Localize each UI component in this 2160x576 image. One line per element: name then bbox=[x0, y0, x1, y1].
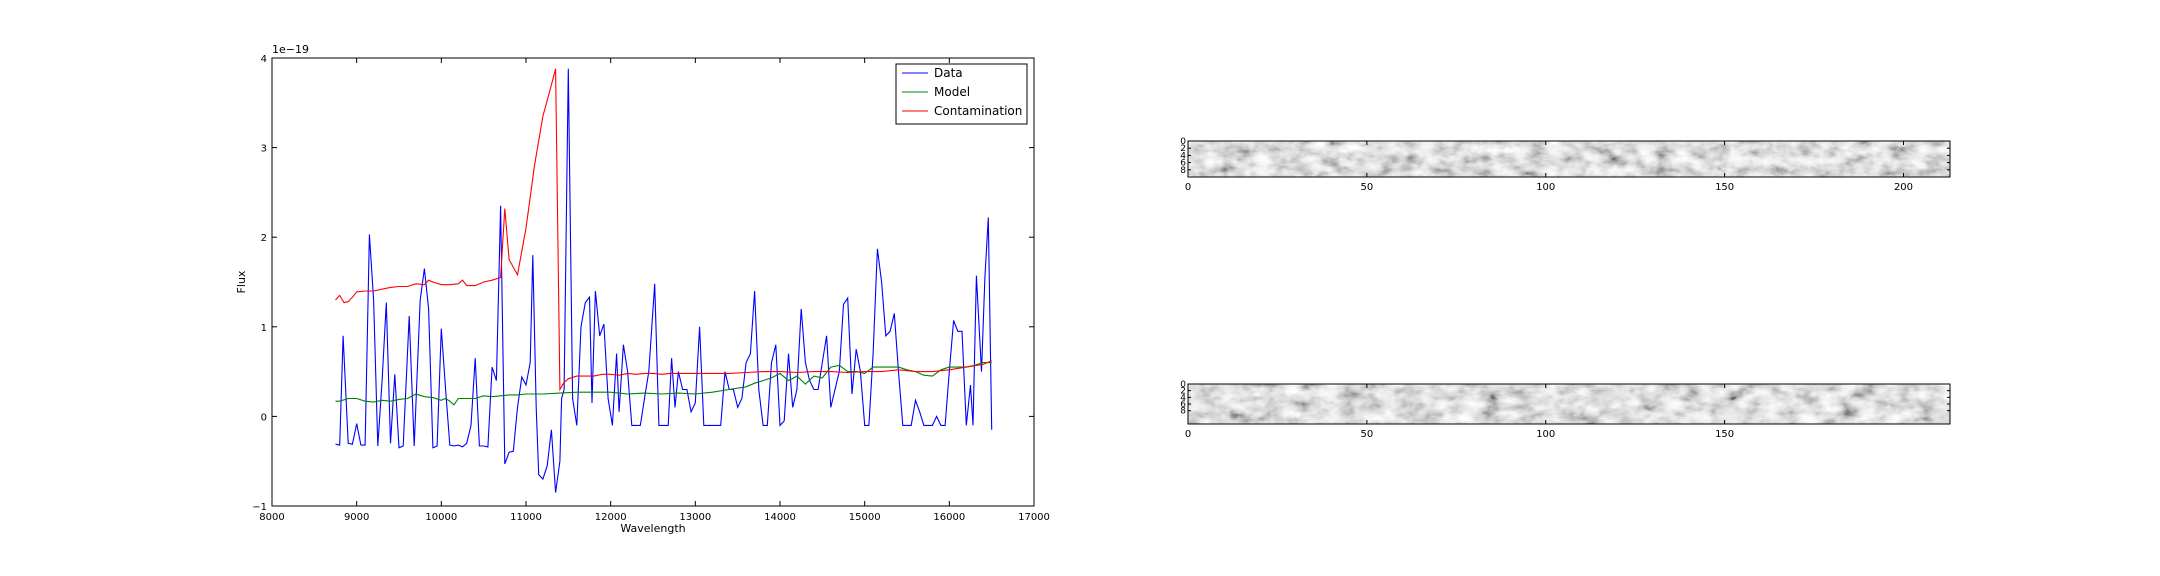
legend-box bbox=[895, 63, 1028, 125]
axis-ticks: 8000 9000 10000 11000 12000 13000 14000 15000 16… bbox=[252, 54, 1050, 523]
x-tick-label: 14000 bbox=[764, 512, 796, 523]
legend-label-model: Model bbox=[934, 85, 970, 99]
x-tick-label: 150 bbox=[1715, 429, 1734, 440]
x-tick-label: 13000 bbox=[679, 512, 711, 523]
x-tick-label: 15000 bbox=[849, 512, 881, 523]
y-tick-label: −1 bbox=[252, 502, 267, 513]
y-tick-label: 8 bbox=[1180, 407, 1186, 417]
x-tick-label: 12000 bbox=[595, 512, 627, 523]
x-tick-label: 100 bbox=[1536, 429, 1555, 440]
x-axis-label: Wavelength bbox=[620, 522, 685, 535]
y-tick-label: 4 bbox=[1180, 151, 1186, 161]
heatmap-image bbox=[1188, 141, 1950, 177]
heatmap-frame bbox=[1187, 140, 1951, 178]
x-tick-label: 100 bbox=[1536, 182, 1555, 193]
y-tick-label: 2 bbox=[1180, 387, 1186, 397]
spectrum-plot: 8000 9000 10000 11000 12000 13000 14000 15000 16… bbox=[235, 43, 1050, 535]
legend-label-data: Data bbox=[934, 66, 963, 80]
y-tick-label: 6 bbox=[1180, 400, 1186, 410]
y-tick-label: 4 bbox=[261, 54, 267, 65]
y-axis-label: Flux bbox=[235, 270, 248, 293]
y-tick-label: 3 bbox=[261, 144, 267, 155]
x-tick-label: 8000 bbox=[259, 512, 284, 523]
y-tick-label: 0 bbox=[261, 412, 267, 423]
heatmap-image bbox=[1188, 384, 1950, 424]
series-group bbox=[335, 68, 993, 493]
series-line-data bbox=[335, 68, 993, 493]
x-tick-label: 150 bbox=[1715, 182, 1734, 193]
x-tick-label: 17000 bbox=[1018, 512, 1050, 523]
x-tick-label: 0 bbox=[1185, 182, 1191, 193]
y-tick-label: 6 bbox=[1180, 159, 1186, 169]
x-tick-label: 11000 bbox=[510, 512, 542, 523]
y-tick-label: 2 bbox=[1180, 144, 1186, 154]
plot-area bbox=[271, 57, 1035, 507]
x-tick-label: 16000 bbox=[933, 512, 965, 523]
y-tick-label: 1 bbox=[261, 323, 267, 334]
y-tick-label: 0 bbox=[1180, 380, 1186, 390]
legend-label-contamination: Contamination bbox=[934, 104, 1022, 118]
y-tick-label: 0 bbox=[1180, 137, 1186, 147]
series-line-model bbox=[335, 362, 992, 406]
legend: Data Model Contamination bbox=[895, 63, 1028, 125]
x-tick-label: 9000 bbox=[344, 512, 369, 523]
y-tick-label: 4 bbox=[1180, 393, 1186, 403]
series-line-contamination bbox=[335, 68, 992, 392]
x-tick-label: 50 bbox=[1361, 429, 1374, 440]
x-tick-label: 200 bbox=[1894, 182, 1913, 193]
x-tick-label: 10000 bbox=[425, 512, 457, 523]
y-offset-text: 1e−19 bbox=[272, 43, 309, 56]
y-tick-label: 8 bbox=[1180, 166, 1186, 176]
x-tick-label: 0 bbox=[1185, 429, 1191, 440]
x-tick-label: 50 bbox=[1361, 182, 1374, 193]
y-tick-label: 2 bbox=[261, 233, 267, 244]
